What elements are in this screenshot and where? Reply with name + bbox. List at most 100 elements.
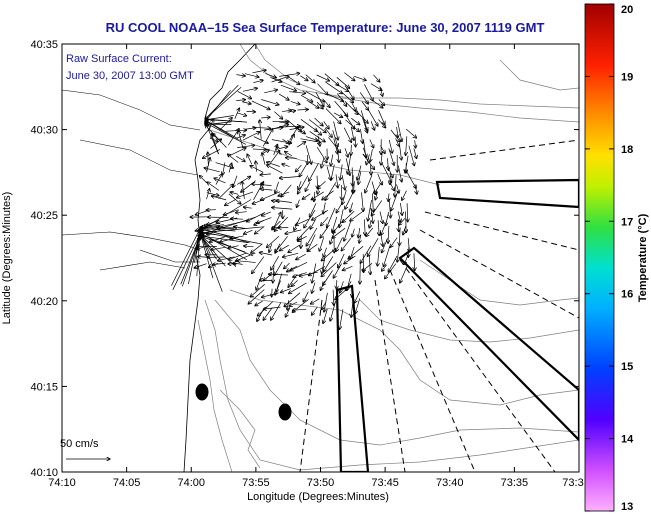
x-tick-label: 73:50 <box>307 477 335 489</box>
current-vector <box>273 212 281 228</box>
current-vector <box>200 235 237 268</box>
current-vector <box>243 229 253 234</box>
current-vector <box>344 148 348 157</box>
current-vector <box>350 202 353 213</box>
current-vector <box>374 183 381 194</box>
current-vector <box>359 92 368 104</box>
current-vector <box>206 192 219 196</box>
current-vector <box>389 182 394 190</box>
current-vector <box>327 93 344 101</box>
current-vector <box>407 203 408 222</box>
current-vector <box>340 281 344 293</box>
current-vector <box>218 184 234 199</box>
current-vector <box>261 211 271 216</box>
current-vector <box>321 157 325 168</box>
current-vector <box>188 229 200 285</box>
current-vector <box>261 99 279 105</box>
current-vector <box>354 109 368 124</box>
current-vector <box>264 90 277 94</box>
current-vector <box>252 256 265 274</box>
current-vector <box>282 110 292 112</box>
current-vector <box>236 100 245 101</box>
y-tick-label: 40:10 <box>30 467 58 479</box>
current-vector <box>242 132 260 141</box>
current-vector <box>321 216 329 226</box>
current-vector <box>362 263 373 271</box>
current-vector <box>289 301 298 306</box>
current-vector <box>389 199 390 218</box>
current-vector <box>270 77 282 82</box>
current-vector <box>382 264 387 271</box>
current-vector <box>395 175 396 196</box>
current-vector <box>351 300 353 317</box>
current-vector <box>298 128 306 134</box>
current-vector <box>237 145 255 148</box>
current-vector <box>352 289 353 298</box>
x-tick-label: 73:35 <box>501 477 529 489</box>
current-vector <box>242 102 252 104</box>
current-vector <box>360 128 362 143</box>
current-vector <box>397 211 400 223</box>
current-vector <box>315 92 324 106</box>
current-vector <box>347 155 351 174</box>
current-annotation-line2: June 30, 2007 13:00 GMT <box>66 70 194 82</box>
colorbar-tick-label: 15 <box>621 361 633 373</box>
current-vector <box>209 236 226 243</box>
current-vector <box>297 199 300 208</box>
current-vector <box>279 122 288 123</box>
current-vector <box>262 129 273 147</box>
current-vector <box>408 246 409 258</box>
current-vector <box>279 73 299 77</box>
land-outline <box>62 44 256 472</box>
current-vector <box>205 120 233 138</box>
current-vector <box>252 70 266 74</box>
current-vector <box>370 121 375 130</box>
current-vector <box>319 237 325 251</box>
current-vector <box>237 176 250 185</box>
current-vector <box>342 265 353 270</box>
colorbar-tick-label: 17 <box>621 216 633 228</box>
y-tick-label: 40:20 <box>30 296 58 308</box>
current-vector <box>335 289 347 300</box>
current-vector <box>354 291 361 303</box>
current-vector <box>267 235 280 247</box>
current-vector <box>332 130 338 147</box>
current-vector <box>267 162 280 167</box>
current-vector <box>353 175 354 193</box>
current-vector <box>378 220 379 236</box>
current-vector <box>408 145 415 166</box>
current-vector <box>370 207 373 223</box>
current-vector <box>335 83 349 92</box>
current-vector <box>348 246 364 259</box>
current-vector <box>282 164 290 167</box>
current-vector <box>228 246 239 248</box>
radar-beams <box>299 139 579 472</box>
current-vector <box>367 238 379 256</box>
current-vector <box>333 289 334 306</box>
current-vector <box>302 193 311 199</box>
current-vector <box>381 153 382 166</box>
x-axis-label: Longitude (Degrees:Minutes) <box>247 491 389 503</box>
current-vector <box>415 140 416 148</box>
current-vector <box>320 280 325 290</box>
current-vector <box>205 123 247 145</box>
x-tick-label: 74:10 <box>48 477 76 489</box>
current-vector <box>406 211 407 232</box>
current-vector <box>200 236 246 253</box>
current-vector <box>200 227 235 229</box>
bay-outline <box>62 231 201 271</box>
current-vector <box>200 229 235 238</box>
current-vector <box>200 226 264 233</box>
current-vector <box>379 229 383 246</box>
current-vector <box>303 291 309 302</box>
current-vector <box>205 119 248 123</box>
current-vector <box>345 191 354 209</box>
current-vector <box>269 243 273 253</box>
current-vector <box>248 289 265 305</box>
current-vector <box>312 210 329 220</box>
current-vector <box>377 173 383 185</box>
current-vector <box>323 309 328 323</box>
current-vector <box>365 175 373 193</box>
current-vector <box>310 298 320 304</box>
current-vector <box>379 211 383 224</box>
